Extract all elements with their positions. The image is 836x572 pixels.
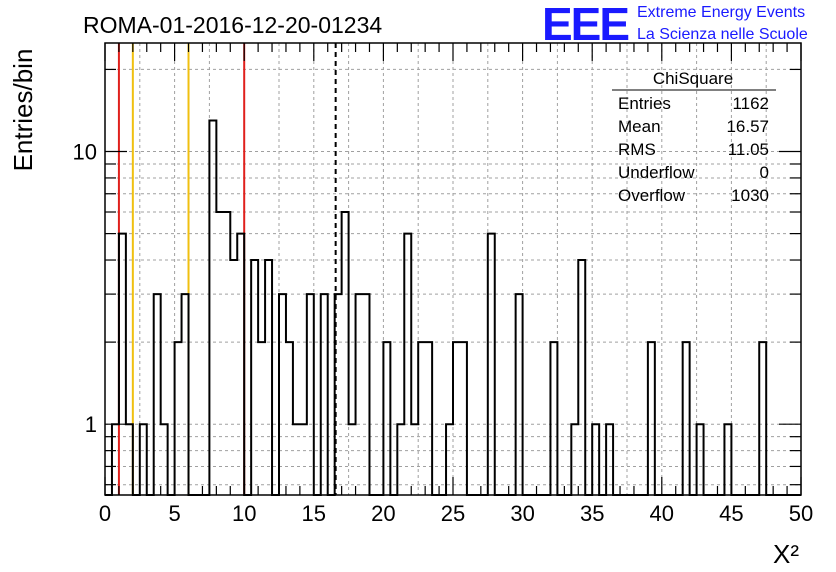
logo-mark: EEE: [542, 0, 628, 50]
histogram-bin: [251, 260, 258, 495]
tick-labels: 0 5 10 15 20 25 30 35 40 45 50 1 10: [73, 140, 814, 526]
histogram-bin: [460, 342, 467, 495]
histogram-bin: [550, 342, 557, 495]
x-tick-label: 45: [719, 501, 743, 526]
logo-line-2: La Scienza nelle Scuole: [637, 26, 808, 43]
histogram-bin: [418, 342, 425, 495]
stats-row-value: 16.57: [726, 117, 769, 136]
x-tick-label: 35: [580, 501, 604, 526]
histogram-bin: [648, 342, 655, 495]
histogram-bin: [759, 342, 766, 495]
histogram-bin: [356, 294, 363, 495]
histogram-bin: [286, 342, 293, 495]
stats-row-label: RMS: [618, 140, 656, 159]
histogram-bin: [209, 120, 216, 495]
y-tick-label: 1: [85, 412, 97, 437]
logo-line-1: Extreme Energy Events: [637, 4, 805, 21]
histogram-bin: [307, 294, 314, 495]
x-tick-label: 20: [371, 501, 395, 526]
histogram-bin: [683, 342, 690, 495]
eee-logo: EEE Extreme Energy Events La Scienza nel…: [542, 0, 808, 50]
histogram-bin: [578, 260, 585, 495]
x-tick-label: 40: [650, 501, 674, 526]
stats-row-label: Overflow: [618, 186, 686, 205]
stats-row-value: 1030: [731, 186, 769, 205]
reference-lines: [117, 43, 337, 495]
histogram-bin: [175, 342, 182, 495]
histogram-bin: [216, 212, 223, 495]
histogram-bin: [279, 294, 286, 495]
stats-name: ChiSquare: [653, 69, 733, 88]
histogram-bin: [230, 260, 237, 495]
histogram-bin: [488, 234, 495, 495]
axis-ticks: [104, 43, 802, 495]
histogram-bin: [342, 212, 349, 495]
histogram-bin: [404, 234, 411, 495]
histogram-bin: [182, 294, 189, 495]
stats-row-value: 0: [760, 163, 769, 182]
stats-row-value: 1162: [732, 94, 769, 113]
stats-row-label: Entries: [618, 94, 671, 113]
y-axis-title: Entries/bin: [8, 49, 38, 172]
y-tick-label: 10: [73, 140, 97, 165]
x-tick-label: 30: [510, 501, 534, 526]
x-axis-title: X²: [773, 539, 799, 569]
x-tick-label: 25: [441, 501, 465, 526]
x-tick-label: 10: [232, 501, 256, 526]
histogram-bin: [453, 342, 460, 495]
histogram-bin: [383, 342, 390, 495]
stats-box: ChiSquare Entries 1162 Mean 16.57 RMS 11.05 Un…: [612, 69, 776, 205]
histogram-bin: [516, 294, 523, 495]
stats-row-label: Mean: [618, 117, 661, 136]
x-tick-label: 15: [302, 501, 326, 526]
histogram-bin: [265, 260, 272, 495]
stats-row-label: Underflow: [618, 163, 695, 182]
histogram-bin: [119, 234, 126, 495]
histogram-bin: [258, 342, 265, 495]
histogram-bin: [363, 294, 370, 495]
x-tick-label: 5: [168, 501, 180, 526]
x-tick-label: 50: [789, 501, 813, 526]
histogram-bin: [321, 294, 328, 495]
histogram-bin: [154, 294, 161, 495]
stats-rows: Entries 1162 Mean 16.57 RMS 11.05 Underflow 0 Ov…: [618, 94, 769, 205]
stats-row-value: 11.05: [728, 140, 769, 159]
histogram-bin: [223, 212, 230, 495]
x-tick-label: 0: [99, 501, 111, 526]
run-title: ROMA-01-2016-12-20-01234: [83, 12, 382, 38]
histogram-bin: [237, 234, 244, 495]
histogram-bin: [425, 342, 432, 495]
